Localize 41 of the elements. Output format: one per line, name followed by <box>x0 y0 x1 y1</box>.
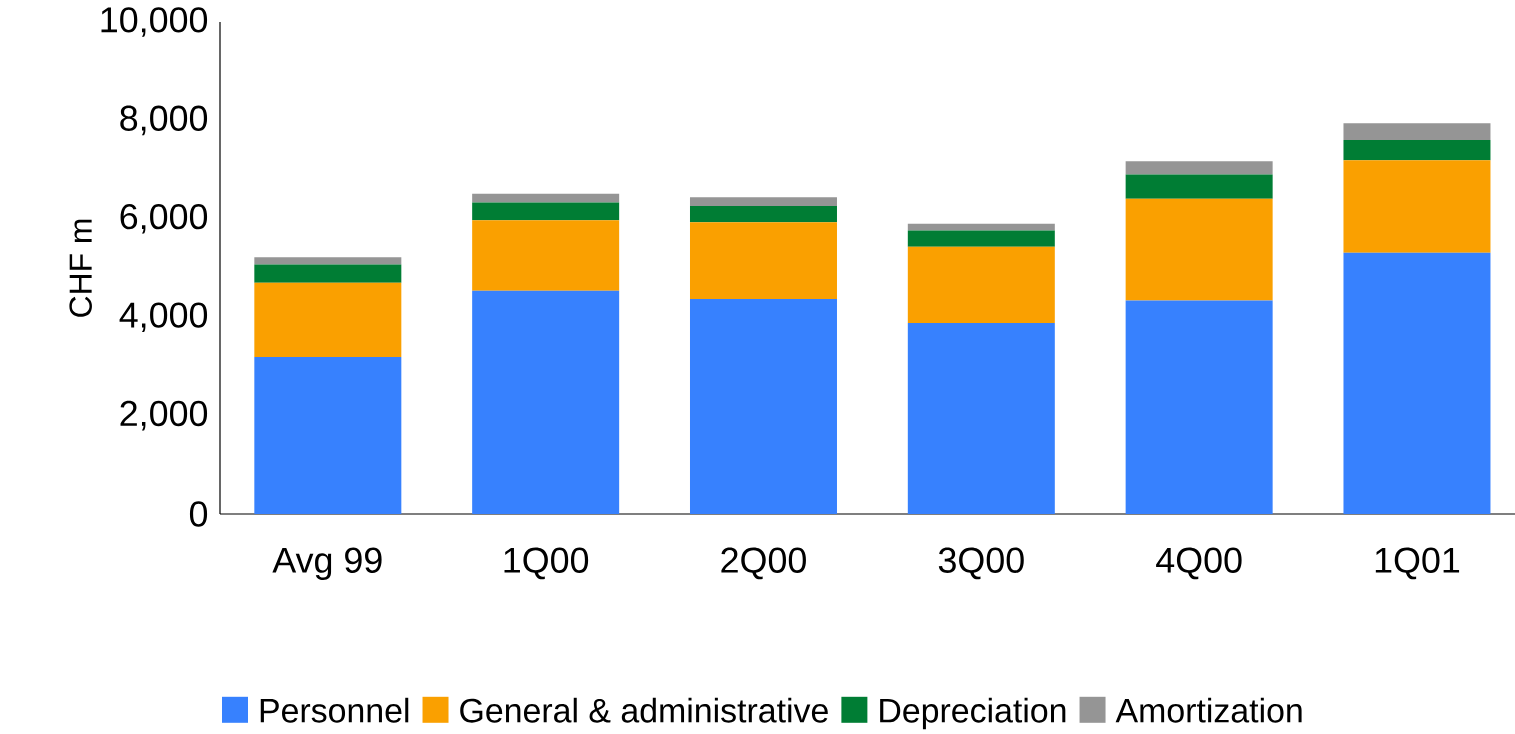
bar <box>907 323 1055 514</box>
y-tick-label: 0 <box>189 501 208 527</box>
bar <box>254 282 402 358</box>
bar <box>1125 174 1273 199</box>
bar <box>472 193 620 203</box>
bar <box>254 357 402 514</box>
x-tick-label: 3Q00 <box>938 547 1024 580</box>
x-tick-label: 1Q00 <box>504 547 589 580</box>
bar <box>1343 252 1491 514</box>
bar <box>472 202 620 221</box>
bar <box>472 220 620 291</box>
y-tick-label: 2,000 <box>120 400 208 431</box>
y-axis-title: CHF m <box>69 219 92 317</box>
bar <box>472 290 620 514</box>
x-tick-label: 2Q00 <box>721 547 806 580</box>
bar <box>254 257 402 265</box>
bar <box>689 298 837 514</box>
bar <box>254 264 402 283</box>
bar <box>689 206 837 223</box>
y-tick-label: 4,000 <box>119 302 208 333</box>
bar <box>1343 160 1491 253</box>
bar <box>1125 161 1273 175</box>
legend-label: Depreciation <box>880 697 1066 730</box>
y-tick-label: 10,000 <box>101 7 208 37</box>
legend-label: Amortization <box>1115 697 1302 723</box>
x-tick-label: 1Q01 <box>1375 547 1460 580</box>
bar <box>689 197 837 206</box>
bar <box>1125 300 1273 514</box>
bar <box>1343 140 1491 161</box>
y-tick-label: 6,000 <box>120 203 208 234</box>
bar <box>907 223 1055 231</box>
y-tick-label: 8,000 <box>120 105 208 136</box>
legend-label: Personnel <box>260 697 409 723</box>
x-tick-label: Avg 99 <box>272 547 382 580</box>
bar <box>1343 123 1491 141</box>
bar <box>907 246 1055 324</box>
bar <box>689 222 837 299</box>
x-tick-label: 4Q00 <box>1156 547 1242 580</box>
bar <box>907 230 1055 247</box>
legend-label: General & administrative <box>460 697 828 723</box>
bar <box>1125 198 1273 301</box>
